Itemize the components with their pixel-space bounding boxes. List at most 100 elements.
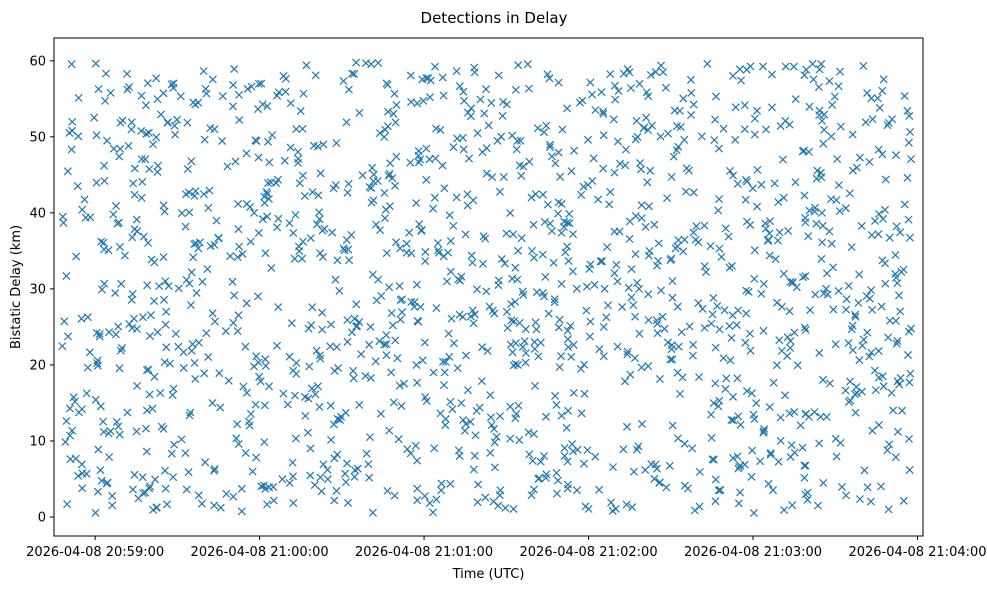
scatter-point: [461, 351, 471, 360]
scatter-point: [652, 261, 662, 270]
scatter-point: [689, 228, 698, 237]
scatter-point: [492, 432, 501, 441]
scatter-point: [823, 290, 832, 299]
scatter-point: [684, 166, 693, 175]
scatter-point: [747, 389, 756, 398]
scatter-point: [171, 130, 180, 139]
scatter-point: [467, 251, 476, 260]
scatter-point: [279, 389, 288, 398]
scatter-point: [289, 228, 298, 238]
scatter-point: [899, 496, 908, 505]
scatter-point: [343, 337, 352, 346]
scatter-point: [829, 263, 838, 272]
scatter-point: [383, 80, 392, 89]
scatter-point: [785, 409, 794, 418]
scatter-point: [521, 325, 530, 334]
scatter-point: [137, 91, 146, 100]
scatter-point: [551, 391, 560, 400]
scatter-point: [629, 467, 638, 476]
scatter-point: [294, 154, 303, 163]
scatter-point: [430, 62, 440, 71]
scatter-point: [376, 226, 385, 235]
scatter-point: [216, 503, 225, 512]
scatter-point: [477, 377, 486, 386]
scatter-point: [315, 208, 324, 217]
scatter-point: [780, 505, 789, 515]
scatter-point: [105, 328, 114, 337]
scatter-point: [611, 95, 620, 104]
scatter-point: [511, 414, 520, 423]
scatter-point: [636, 158, 645, 168]
scatter-point: [728, 392, 738, 401]
scatter-point: [148, 140, 158, 149]
scatter-point: [218, 92, 227, 101]
scatter-point: [187, 346, 196, 355]
scatter-point: [527, 491, 536, 500]
scatter-point: [446, 479, 455, 488]
scatter-point: [728, 311, 737, 320]
y-axis-label: Bistatic Delay (km): [9, 225, 24, 349]
scatter-point: [622, 500, 631, 509]
scatter-point: [328, 228, 337, 237]
scatter-point: [680, 439, 689, 448]
scatter-point: [661, 83, 670, 92]
scatter-point: [389, 109, 398, 118]
scatter-point: [709, 455, 718, 464]
scatter-point: [237, 484, 246, 493]
scatter-point: [866, 497, 875, 506]
scatter-point: [589, 154, 598, 163]
scatter-point: [418, 356, 427, 365]
y-tick-label: 0: [38, 510, 46, 525]
scatter-point: [122, 69, 132, 78]
scatter-point: [461, 230, 470, 239]
scatter-point: [486, 413, 495, 422]
scatter-point: [391, 336, 400, 345]
scatter-point: [161, 484, 170, 493]
scatter-point: [831, 434, 840, 443]
scatter-point: [681, 187, 690, 196]
scatter-point: [414, 158, 423, 167]
scatter-point: [665, 461, 674, 470]
scatter-point: [811, 290, 820, 299]
scatter-point: [387, 309, 396, 318]
scatter-point: [177, 435, 186, 444]
scatter-point: [663, 338, 672, 347]
scatter-point: [777, 346, 786, 355]
scatter-point: [768, 486, 778, 495]
scatter-point: [99, 417, 108, 426]
scatter-point: [874, 420, 883, 430]
scatter-point: [725, 166, 735, 175]
scatter-point: [123, 408, 132, 417]
scatter-point: [786, 277, 795, 286]
scatter-point: [889, 406, 898, 415]
scatter-point: [801, 272, 810, 281]
scatter-point: [775, 228, 784, 237]
scatter-point: [564, 343, 573, 352]
scatter-point: [615, 159, 625, 168]
scatter-point: [521, 358, 530, 367]
scatter-point: [610, 81, 619, 90]
scatter-point: [472, 285, 482, 294]
scatter-point: [680, 481, 689, 490]
scatter-point: [96, 466, 105, 475]
scatter-point: [503, 323, 512, 333]
scatter-point: [796, 421, 805, 430]
scatter-point: [695, 467, 704, 476]
scatter-point: [260, 438, 269, 447]
scatter-point: [368, 163, 377, 172]
scatter-point: [881, 279, 890, 288]
scatter-point: [603, 301, 613, 310]
scatter-point: [468, 306, 477, 315]
scatter-point: [904, 327, 913, 336]
scatter-point: [514, 401, 523, 410]
scatter-point: [146, 311, 155, 320]
scatter-point: [847, 243, 856, 252]
scatter-point: [556, 352, 566, 361]
scatter-point: [73, 182, 82, 191]
scatter-point: [445, 211, 454, 220]
scatter-point: [357, 350, 366, 359]
scatter-point: [819, 478, 828, 487]
scatter-point: [171, 329, 180, 338]
scatter-point: [662, 483, 671, 492]
scatter-point: [330, 496, 339, 505]
